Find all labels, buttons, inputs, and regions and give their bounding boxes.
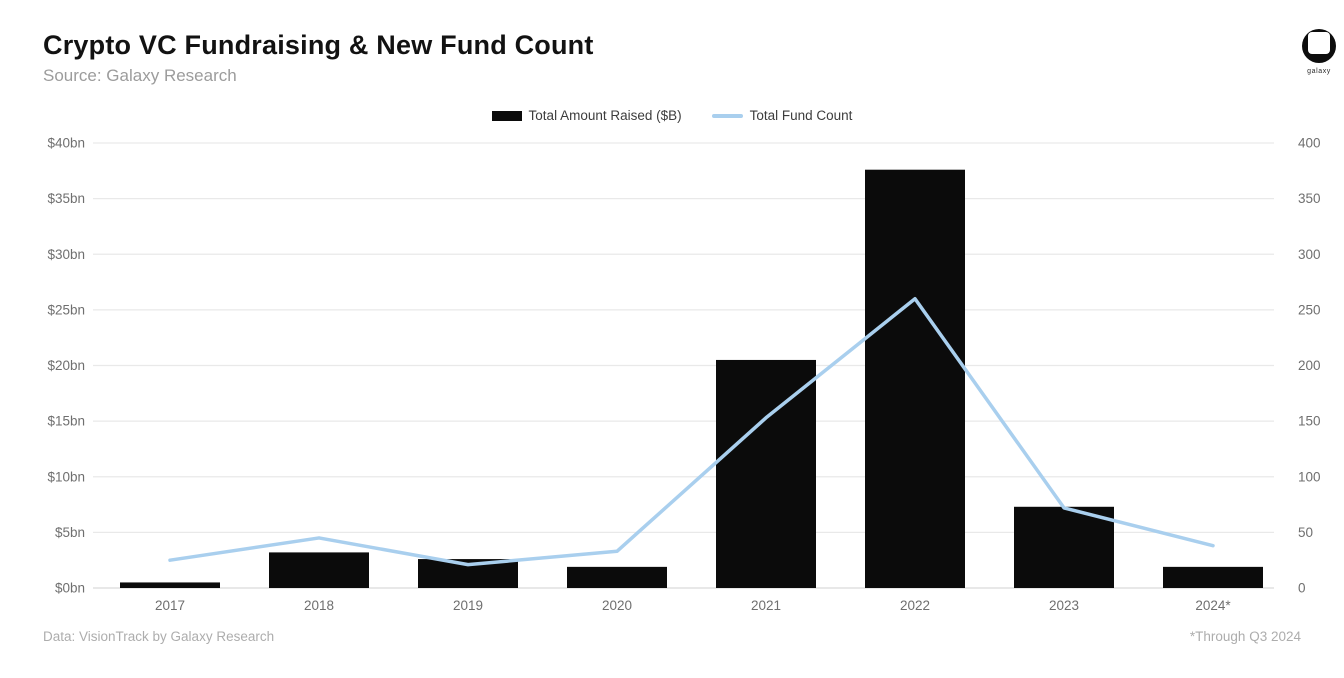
- right-axis-tick-label: 100: [1298, 469, 1321, 484]
- page-subtitle: Source: Galaxy Research: [43, 66, 237, 85]
- left-axis-tick-label: $5bn: [55, 525, 85, 540]
- x-axis-label: 2022: [900, 598, 930, 613]
- legend-item-fund-count: Total Fund Count: [711, 108, 853, 123]
- left-axis-tick-label: $30bn: [47, 247, 85, 262]
- right-axis-tick-label: 350: [1298, 191, 1321, 206]
- data-attribution: Data: VisionTrack by Galaxy Research: [43, 629, 275, 644]
- bar-2017: [120, 582, 220, 588]
- right-axis-tick-label: 400: [1298, 136, 1321, 151]
- bar-swatch-icon: [491, 110, 522, 121]
- fund-count-line: [168, 297, 1215, 567]
- left-axis-tick-label: $35bn: [47, 191, 85, 206]
- x-axis-label: 2019: [453, 598, 483, 613]
- galaxy-logo: galaxy: [1296, 27, 1342, 79]
- bar-2021: [716, 359, 816, 588]
- x-axis-label: 2021: [751, 598, 781, 613]
- left-axis-tick-label: $15bn: [47, 414, 85, 429]
- right-axis-tick-label: 0: [1298, 581, 1306, 596]
- x-axis-label: 2018: [304, 598, 334, 613]
- line-swatch-icon: [711, 113, 743, 118]
- legend-label-amount-raised: Total Amount Raised ($B): [528, 108, 682, 123]
- left-axis-tick-label: $40bn: [47, 136, 85, 151]
- right-axis-tick-label: 50: [1298, 525, 1313, 540]
- bar-2023: [1014, 506, 1114, 588]
- x-axis-label: 2017: [155, 598, 185, 613]
- legend-item-amount-raised: Total Amount Raised ($B): [491, 108, 682, 123]
- left-axis-tick-label: $10bn: [47, 469, 85, 484]
- page-title: Crypto VC Fundraising & New Fund Count: [43, 30, 594, 60]
- footnote: *Through Q3 2024: [1189, 629, 1301, 644]
- x-axis-label: 2024*: [1195, 598, 1231, 613]
- bar-2018: [269, 552, 369, 588]
- galaxy-logo-icon: [1302, 29, 1336, 63]
- right-axis-tick-label: 300: [1298, 247, 1321, 262]
- x-axis-label: 2023: [1049, 598, 1079, 613]
- right-axis-tick-label: 150: [1298, 414, 1321, 429]
- left-axis-tick-label: $25bn: [47, 302, 85, 317]
- x-axis-label: 2020: [602, 598, 632, 613]
- bar-2020: [567, 566, 667, 588]
- left-axis-tick-label: $0bn: [55, 581, 85, 596]
- left-axis-tick-label: $20bn: [47, 358, 85, 373]
- right-axis-tick-label: 200: [1298, 358, 1321, 373]
- galaxy-logo-word: galaxy: [1307, 68, 1331, 75]
- right-axis-tick-label: 250: [1298, 302, 1321, 317]
- bar-2024*: [1163, 566, 1263, 588]
- chart-legend: Total Amount Raised ($B) Total Fund Coun…: [0, 108, 1344, 123]
- bar-2022: [865, 169, 965, 588]
- legend-label-fund-count: Total Fund Count: [749, 108, 853, 123]
